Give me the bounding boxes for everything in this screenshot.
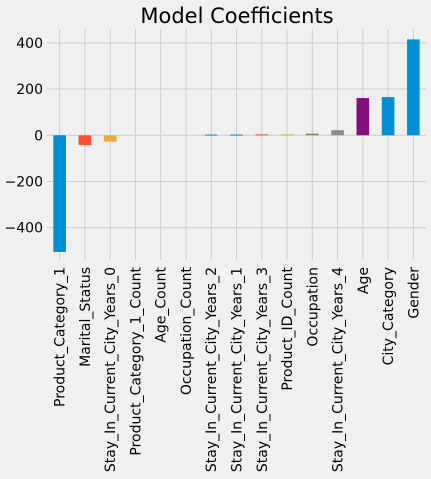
- bar: [255, 134, 269, 136]
- x-tick-label: Marital_Status: [78, 267, 94, 367]
- bar: [407, 39, 420, 136]
- y-tick-label: 400: [16, 36, 43, 52]
- y-tick-label: −400: [5, 221, 43, 237]
- x-tick-label: Stay_In_Current_City_Years_3: [255, 267, 271, 472]
- bar: [381, 97, 395, 136]
- bar: [78, 135, 92, 145]
- x-tick-label: Age_Count: [154, 266, 170, 342]
- grid: [47, 29, 426, 260]
- bar: [204, 134, 218, 136]
- x-tick-label: Stay_In_Current_City_Years_4: [331, 267, 347, 472]
- bar: [356, 98, 370, 136]
- x-tick-label: Gender: [406, 267, 422, 319]
- y-tick-label: 200: [16, 82, 43, 98]
- x-tick-label: Stay_In_Current_City_Years_1: [230, 267, 246, 472]
- bar: [331, 130, 344, 136]
- chart-title: Model Coefficients: [140, 4, 333, 28]
- x-tick-label: Product_ID_Count: [280, 267, 296, 391]
- y-tick-labels: −400 −200 0 200 400: [5, 36, 43, 237]
- bar: [103, 135, 117, 142]
- bar: [53, 135, 66, 252]
- y-tick-label: 0: [34, 128, 43, 144]
- y-tick-label: −200: [5, 174, 43, 190]
- bar: [280, 134, 294, 136]
- bar: [305, 133, 319, 136]
- x-tick-labels: Product_Category_1 Marital_Status Stay_In_…: [53, 266, 423, 472]
- x-tick-label: Product_Category_1: [53, 267, 69, 407]
- x-tick-label: Stay_In_Current_City_Years_2: [204, 267, 220, 472]
- x-tick-label: Age: [356, 267, 372, 294]
- x-tick-label: Stay_In_Current_City_Years_0: [103, 267, 119, 472]
- x-tick-label: Product_Category_1_Count: [128, 266, 144, 455]
- x-tick-label: Occupation_Count: [179, 266, 195, 395]
- x-tick-label: City_Category: [381, 267, 397, 365]
- x-tick-label: Occupation: [305, 267, 321, 347]
- bars: [53, 39, 420, 252]
- bar: [230, 134, 243, 136]
